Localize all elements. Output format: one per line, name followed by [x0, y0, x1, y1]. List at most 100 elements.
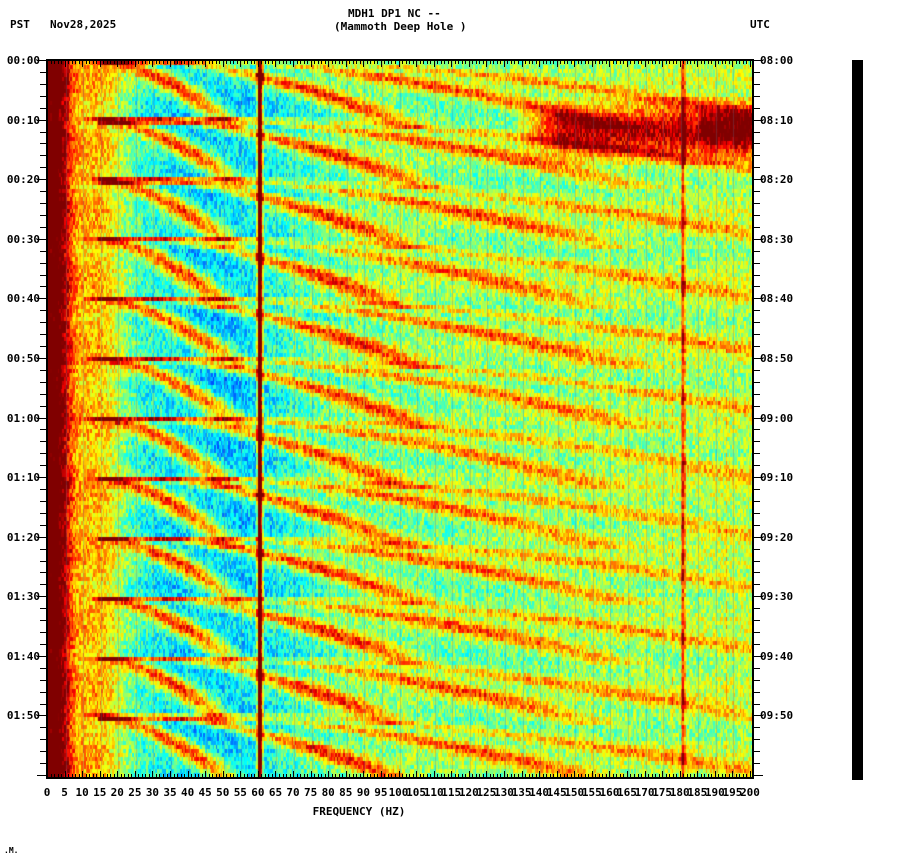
axis-tick [37, 656, 46, 657]
axis-tick [40, 739, 46, 740]
axis-tick [223, 771, 224, 778]
axis-tick [441, 774, 442, 778]
axis-tick [754, 310, 760, 311]
axis-tick [152, 771, 153, 778]
axis-line-top [46, 59, 754, 60]
axis-tick [297, 774, 298, 778]
axis-tick [616, 774, 617, 778]
axis-tick [687, 60, 688, 64]
axis-tick [427, 774, 428, 778]
axis-tick [754, 692, 760, 693]
axis-tick [434, 771, 435, 778]
axis-tick [135, 771, 136, 778]
axis-tick [754, 620, 760, 621]
axis-tick [177, 60, 178, 64]
axis-tick [300, 60, 301, 64]
axis-tick [339, 60, 340, 64]
axis-tick [135, 60, 136, 67]
axis-tick [325, 774, 326, 778]
axis-tick [585, 774, 586, 778]
axis-tick [754, 775, 763, 776]
y-axis-tick-label-left: 00:50 [6, 351, 40, 365]
axis-tick [202, 60, 203, 64]
axis-tick [40, 286, 46, 287]
axis-tick [40, 275, 46, 276]
axis-tick [86, 774, 87, 778]
axis-tick [51, 60, 52, 64]
axis-tick [311, 60, 312, 67]
axis-tick [669, 60, 670, 64]
axis-tick [409, 774, 410, 778]
timezone-label-right: UTC [750, 18, 770, 31]
y-axis-tick-label-right: 09:00 [760, 411, 794, 425]
axis-tick [754, 286, 760, 287]
axis-tick [265, 60, 266, 64]
axis-tick [578, 60, 579, 64]
axis-tick [37, 715, 46, 716]
axis-tick [391, 774, 392, 778]
x-axis-tick-label: 5 [61, 786, 68, 799]
axis-tick [483, 60, 484, 64]
axis-tick [159, 60, 160, 64]
x-axis-title: FREQUENCY (HZ) [0, 805, 902, 818]
axis-tick [441, 60, 442, 64]
axis-tick [645, 60, 646, 67]
axis-tick [54, 60, 55, 64]
axis-tick [655, 774, 656, 778]
axis-tick [518, 60, 519, 64]
axis-tick [669, 774, 670, 778]
axis-tick [507, 60, 508, 64]
axis-tick [205, 771, 206, 778]
axis-tick [402, 60, 403, 64]
axis-tick [567, 774, 568, 778]
axis-tick [40, 251, 46, 252]
axis-tick [486, 771, 487, 778]
axis-tick [149, 60, 150, 64]
axis-tick [469, 60, 470, 67]
axis-tick [110, 60, 111, 64]
axis-tick [574, 771, 575, 778]
axis-tick [223, 60, 224, 67]
y-axis-tick-label-right: 08:00 [760, 54, 794, 67]
axis-tick [65, 60, 66, 67]
axis-tick [602, 60, 603, 64]
axis-tick [304, 60, 305, 64]
axis-tick [754, 239, 763, 240]
axis-tick [754, 120, 763, 121]
spectrogram-canvas [48, 61, 752, 777]
axis-tick [754, 763, 760, 764]
x-axis-tick-label: 30 [145, 786, 160, 799]
axis-tick [124, 60, 125, 64]
x-axis-tick-label: 180 [669, 786, 690, 799]
y-axis-tick-label-right: 08:40 [760, 292, 794, 306]
axis-tick [131, 774, 132, 778]
axis-tick [458, 60, 459, 64]
axis-tick [230, 60, 231, 64]
axis-tick [697, 771, 698, 778]
axis-tick [314, 60, 315, 64]
station-name-label: (Mammoth Deep Hole ) [334, 20, 467, 33]
axis-tick [427, 60, 428, 64]
axis-tick [578, 774, 579, 778]
axis-tick [131, 60, 132, 64]
axis-tick [244, 774, 245, 778]
axis-tick [51, 774, 52, 778]
axis-tick [571, 774, 572, 778]
axis-tick [167, 60, 168, 64]
axis-tick [40, 429, 46, 430]
axis-tick [339, 774, 340, 778]
axis-tick [40, 525, 46, 526]
axis-tick [746, 774, 747, 778]
axis-tick [754, 418, 763, 419]
axis-tick [381, 771, 382, 778]
axis-tick [346, 60, 347, 67]
axis-tick [754, 132, 760, 133]
axis-tick [606, 774, 607, 778]
y-axis-tick-label-right: 09:20 [760, 530, 794, 544]
axis-tick [40, 370, 46, 371]
axis-tick [683, 774, 684, 778]
axis-tick [325, 60, 326, 64]
axis-tick [142, 60, 143, 64]
axis-tick [391, 60, 392, 64]
axis-tick [318, 60, 319, 64]
